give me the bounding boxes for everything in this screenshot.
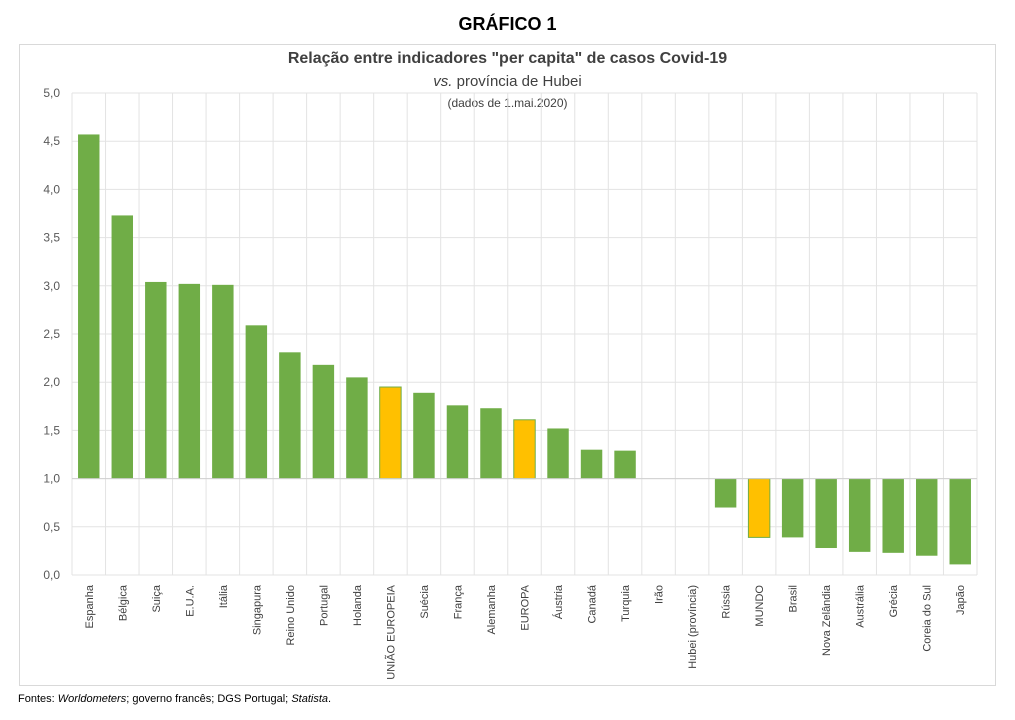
y-tick-label: 3,5 xyxy=(43,231,60,245)
category-label: Suécia xyxy=(419,584,431,619)
category-label: UNIÃO EUROPEIA xyxy=(384,584,397,679)
bar-2 xyxy=(111,215,134,479)
category-label: Reino Unido xyxy=(285,585,297,646)
chart-title: Relação entre indicadores "per capita" d… xyxy=(287,50,728,67)
y-tick-label: 2,5 xyxy=(43,327,60,341)
source-worldometers: Worldometers xyxy=(57,693,127,705)
category-label: Áustria xyxy=(552,584,565,619)
category-label: Austrália xyxy=(855,584,867,628)
category-label: Portugal xyxy=(318,585,330,626)
category-label: Espanha xyxy=(84,584,96,628)
bar-1 xyxy=(78,134,100,479)
y-tick-label: 0,5 xyxy=(43,520,60,534)
category-label: Coreia do Sul xyxy=(922,585,934,652)
bar-12 xyxy=(446,405,469,479)
bar-5 xyxy=(212,284,234,479)
bar-11 xyxy=(413,392,435,479)
bar-7 xyxy=(279,352,301,479)
bar-25 xyxy=(882,478,904,553)
category-label: Singapura xyxy=(251,584,263,635)
category-label: E.U.A. xyxy=(184,585,196,617)
category-label: Bélgica xyxy=(117,584,129,621)
gridlines xyxy=(71,92,978,576)
sources-footnote: Fontes: Worldometers; governo francês; D… xyxy=(18,693,331,705)
bars xyxy=(78,134,971,565)
category-label: Irão xyxy=(654,585,666,604)
sources-prefix: Fontes: xyxy=(18,693,58,705)
bar-chart: 0,0 0,5 1,0 1,5 2,0 2,5 3,0 3,5 4,0 4,5 5,0 Espanh… xyxy=(43,86,978,680)
bar-15 xyxy=(547,428,569,479)
category-label: Turquia xyxy=(620,584,632,622)
y-tick-label: 4,5 xyxy=(43,134,60,148)
category-label: Itália xyxy=(218,584,230,608)
sources-middle: ; governo francês; DGS Portugal; xyxy=(126,693,292,705)
category-label: Rússia xyxy=(721,584,733,619)
bar-22 xyxy=(781,478,804,538)
sources-suffix: . xyxy=(328,693,332,705)
y-tick-label: 1,5 xyxy=(43,423,60,437)
category-label: Japão xyxy=(955,585,967,615)
chart-subtitle-text: província de Hubei xyxy=(452,73,582,90)
category-label: Brasil xyxy=(788,585,800,613)
bar-21 xyxy=(747,478,771,538)
bar-27 xyxy=(949,478,971,565)
bar-26 xyxy=(915,478,938,556)
bar-17 xyxy=(614,450,636,479)
source-statista: Statista xyxy=(291,693,328,705)
y-tick-label: 1,0 xyxy=(43,472,60,486)
bar-3 xyxy=(145,281,167,479)
category-label: Holanda xyxy=(352,584,364,626)
y-tick-label: 3,0 xyxy=(43,279,60,293)
category-label: Hubei (província) xyxy=(687,585,699,669)
bar-4 xyxy=(178,283,201,479)
bar-8 xyxy=(312,364,335,479)
bar-24 xyxy=(848,478,871,552)
bar-6 xyxy=(245,325,268,479)
category-label: Alemanha xyxy=(486,584,498,634)
x-axis: Espanha Bélgica Suiça E.U.A. Itália Singapura… xyxy=(84,584,967,680)
bar-9 xyxy=(346,377,368,479)
bar-13 xyxy=(480,408,502,479)
y-axis: 0,0 0,5 1,0 1,5 2,0 2,5 3,0 3,5 4,0 4,5 5,0 xyxy=(43,86,60,582)
y-tick-label: 2,0 xyxy=(43,375,60,389)
chart-subtitle: vs. província de Hubei xyxy=(0,73,1015,90)
bar-10 xyxy=(379,386,402,480)
y-tick-label: 5,0 xyxy=(43,86,60,100)
bar-20 xyxy=(714,478,737,508)
y-tick-label: 4,0 xyxy=(43,182,60,196)
bar-16 xyxy=(580,449,603,479)
category-label: EUROPA xyxy=(520,584,532,630)
figure-label: GRÁFICO 1 xyxy=(458,14,557,34)
category-label: França xyxy=(452,584,464,619)
chart-subtitle-italic: vs. xyxy=(433,73,453,90)
category-label: MUNDO xyxy=(754,585,766,627)
bar-23 xyxy=(815,478,837,549)
category-label: Nova Zelândia xyxy=(821,584,833,656)
y-tick-label: 0,0 xyxy=(43,568,60,582)
category-label: Grécia xyxy=(888,584,900,617)
category-label: Suiça xyxy=(151,584,163,612)
category-label: Canadá xyxy=(587,584,599,623)
bar-14 xyxy=(513,419,536,480)
